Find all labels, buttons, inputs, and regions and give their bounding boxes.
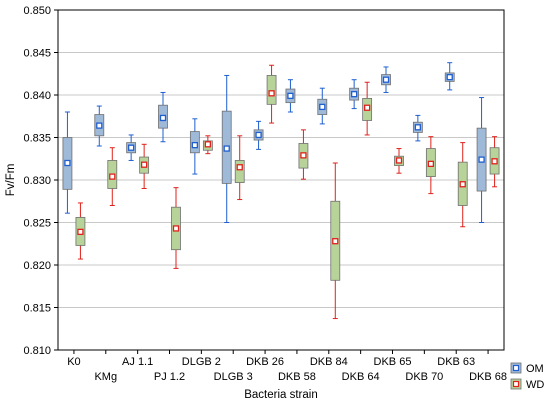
median-marker — [459, 181, 466, 188]
median-marker — [255, 131, 262, 139]
box-wd — [489, 136, 500, 188]
x-tick-label: DKB 26 — [246, 356, 284, 368]
box-om — [126, 134, 137, 161]
median-marker — [223, 145, 230, 152]
box-om — [285, 79, 296, 113]
x-tick-label: AJ 1.1 — [122, 356, 153, 368]
box-wd — [107, 147, 118, 206]
median-marker — [287, 92, 294, 99]
median-marker — [109, 173, 116, 180]
median-marker — [414, 124, 422, 131]
box-wd — [457, 142, 468, 228]
box-wd — [425, 136, 436, 195]
box-om — [158, 91, 168, 143]
box-wd — [266, 64, 277, 124]
y-tick-label: 0.830 — [23, 175, 51, 187]
legend-marker — [512, 380, 520, 388]
box-om — [476, 97, 487, 223]
median-marker — [319, 103, 326, 111]
box-iqr — [234, 160, 245, 183]
legend-item-wd: WD — [510, 378, 544, 391]
box-wd — [171, 187, 181, 269]
box-om — [317, 87, 328, 125]
box-wd — [298, 129, 309, 180]
median-marker — [191, 141, 199, 149]
x-tick-label: DLGB 3 — [214, 371, 253, 383]
median-marker — [96, 122, 103, 129]
median-marker — [427, 160, 435, 168]
box-om — [349, 79, 360, 110]
legend-item-om: OM — [510, 362, 544, 375]
x-tick-label: DKB 68 — [469, 371, 507, 383]
x-tick-label: DLGB 2 — [182, 356, 221, 368]
x-tick-label: DKB 65 — [374, 356, 412, 368]
y-axis-title: Fv/Fm — [5, 164, 17, 197]
y-axis: 0.810 0.815 0.820 0.825 0.830 0.835 0.840 0.845… — [23, 5, 58, 357]
y-tick-label: 0.845 — [23, 48, 51, 60]
box-iqr — [266, 75, 277, 105]
box-om — [444, 62, 455, 91]
median-marker — [363, 104, 371, 111]
legend-marker — [512, 364, 520, 372]
legend-label: OM — [526, 363, 544, 375]
x-tick-label: DKB 84 — [310, 356, 348, 368]
box-wd — [234, 135, 245, 201]
median-marker — [382, 76, 390, 83]
legend-label: WD — [526, 379, 544, 391]
x-tick-label: PJ 1.2 — [154, 371, 185, 383]
y-tick-label: 0.815 — [23, 303, 51, 315]
y-tick-label: 0.820 — [23, 260, 51, 272]
box-series — [62, 62, 500, 320]
median-marker — [140, 161, 148, 168]
box-om — [381, 66, 391, 93]
median-marker — [491, 158, 498, 165]
median-marker — [478, 156, 485, 163]
median-marker — [446, 74, 453, 81]
median-marker — [236, 164, 243, 171]
y-tick-label: 0.835 — [23, 133, 51, 145]
median-marker — [127, 144, 135, 151]
x-tick-label: DKB 70 — [405, 371, 443, 383]
box-om — [189, 118, 200, 175]
box-om — [62, 111, 73, 214]
box-wd — [362, 81, 373, 136]
median-marker — [64, 159, 71, 167]
box-om — [221, 74, 232, 223]
x-tick-label: KMg — [94, 371, 117, 383]
median-marker — [204, 141, 212, 148]
median-marker — [332, 238, 339, 245]
x-tick-label: K0 — [67, 356, 80, 368]
x-axis: K0 KMg AJ 1.1PJ 1.2 DLGB 2 DLGB 3 DKB 26 DKB 5… — [67, 350, 507, 383]
y-tick-label: 0.825 — [23, 218, 51, 230]
median-marker — [172, 225, 180, 232]
median-marker — [350, 91, 358, 98]
y-tick-label: 0.810 — [23, 345, 51, 357]
box-om — [412, 114, 423, 142]
x-axis-title: Bacteria strain — [244, 389, 318, 401]
x-tick-label: DKB 58 — [278, 371, 316, 383]
median-marker — [300, 152, 307, 159]
box-wd — [202, 135, 213, 155]
gridlines — [58, 52, 504, 308]
box-wd — [139, 143, 150, 189]
box-wd — [330, 162, 341, 320]
y-tick-label: 0.850 — [23, 5, 51, 17]
box-wd — [75, 202, 86, 260]
median-marker — [395, 157, 403, 164]
median-marker — [159, 114, 167, 122]
median-marker — [268, 90, 275, 97]
y-tick-label: 0.840 — [23, 90, 51, 102]
x-tick-label: DKB 64 — [342, 371, 380, 383]
box-wd — [394, 148, 404, 174]
box-om — [253, 120, 264, 150]
box-om — [94, 105, 105, 147]
median-marker — [77, 228, 84, 236]
x-tick-label: DKB 63 — [437, 356, 475, 368]
legend: OM WD — [510, 362, 544, 391]
